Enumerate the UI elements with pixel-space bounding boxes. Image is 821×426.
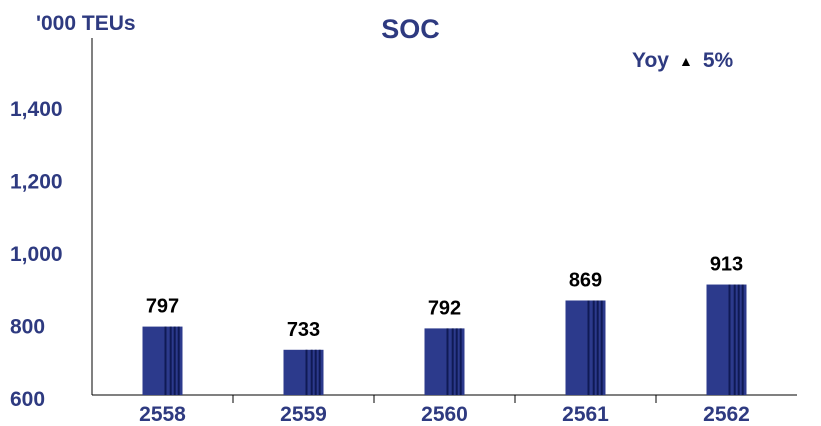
data-label: 733 — [287, 319, 320, 341]
bar-stripe — [733, 284, 736, 395]
y-tick-label: 1,000 — [10, 243, 63, 266]
bar-stripe — [305, 349, 308, 395]
bar-stripe — [310, 349, 313, 395]
yoy-label: Yoy — [632, 49, 669, 72]
bar-stripe — [455, 328, 458, 395]
bar-stripe — [600, 300, 603, 395]
bar — [706, 284, 747, 395]
data-label: 792 — [428, 297, 461, 319]
bar-stripe — [451, 328, 454, 395]
data-label: 913 — [710, 254, 743, 276]
bar — [142, 326, 183, 395]
data-label: 797 — [146, 296, 179, 318]
bar-stripe — [177, 326, 180, 395]
bar-stripe — [446, 328, 449, 395]
bar-stripe — [169, 326, 172, 395]
y-tick-label: 1,200 — [10, 171, 63, 194]
data-label: 869 — [569, 269, 602, 291]
y-tick-label: 1,400 — [10, 98, 63, 121]
bar-stripe — [587, 300, 590, 395]
bar — [283, 349, 324, 395]
x-tick-label: 2559 — [280, 403, 327, 426]
bar-stripe — [596, 300, 599, 395]
x-tick-label: 2562 — [703, 403, 750, 426]
bar-stripe — [314, 349, 317, 395]
bar-stripe — [173, 326, 176, 395]
bar-stripe — [318, 349, 321, 395]
y-tick-label: 600 — [10, 388, 45, 411]
bar-stripe — [737, 284, 740, 395]
y-axis-unit-label: '000 TEUs — [36, 12, 136, 35]
bar — [565, 300, 606, 395]
bar-stripe — [728, 284, 731, 395]
x-tick-label: 2561 — [562, 403, 609, 426]
bar-stripe — [592, 300, 595, 395]
bar-stripe — [164, 326, 167, 395]
chart-title: SOC — [381, 14, 440, 44]
yoy-annotation: Yoy ▲ 5% — [632, 49, 733, 73]
bar-stripe — [459, 328, 462, 395]
bar — [424, 328, 465, 395]
x-tick-label: 2560 — [421, 403, 468, 426]
y-tick-label: 800 — [10, 316, 45, 339]
x-tick-label: 2558 — [139, 403, 186, 426]
bar-stripe — [741, 284, 744, 395]
up-triangle-icon: ▲ — [678, 53, 693, 69]
yoy-value: 5% — [702, 49, 734, 72]
